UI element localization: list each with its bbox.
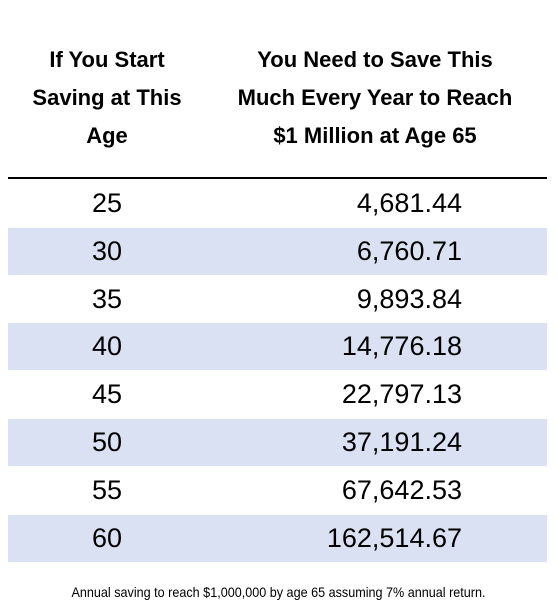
header-text: You Need to Save This — [257, 47, 493, 72]
table-row: 45 22,797.13 — [8, 371, 547, 418]
age-cell: 35 — [91, 283, 123, 314]
header-text: Much Every Year to Reach — [237, 85, 513, 110]
amount-cell: 6,760.71 — [356, 235, 462, 266]
amount-cell: 67,642.53 — [341, 474, 462, 505]
age-cell: 50 — [91, 427, 123, 457]
age-cell: 40 — [91, 331, 123, 362]
amount-cell: 22,797.13 — [341, 379, 462, 410]
age-cell: 45 — [91, 379, 123, 410]
amount-cell: 14,776.18 — [341, 331, 462, 362]
table-row: 25 4,681.44 — [8, 180, 547, 227]
header-text: If You Start — [49, 47, 165, 72]
age-cell: 25 — [91, 188, 123, 218]
header-text: $1 Million at Age 65 — [273, 123, 477, 148]
age-cell: 60 — [91, 522, 123, 553]
amount-cell: 4,681.44 — [356, 188, 462, 218]
table-row: 60 162,514.67 — [8, 514, 547, 562]
header-rule — [8, 177, 547, 179]
amount-cell: 162,514.67 — [326, 522, 462, 553]
table-row: 40 14,776.18 — [8, 323, 547, 371]
age-cell: 30 — [91, 235, 123, 266]
footnote: Annual saving to reach $1,000,000 by age… — [71, 584, 486, 600]
table-row: 50 37,191.24 — [8, 419, 547, 466]
header-text: Age — [86, 123, 128, 148]
header-text: Saving at This — [32, 85, 182, 110]
age-cell: 55 — [91, 474, 123, 505]
amount-cell: 9,893.84 — [356, 283, 462, 314]
table-row: 30 6,760.71 — [8, 227, 547, 275]
amount-cell: 37,191.24 — [341, 427, 462, 457]
table-row: 35 9,893.84 — [8, 276, 547, 323]
table-row: 55 67,642.53 — [8, 467, 547, 514]
